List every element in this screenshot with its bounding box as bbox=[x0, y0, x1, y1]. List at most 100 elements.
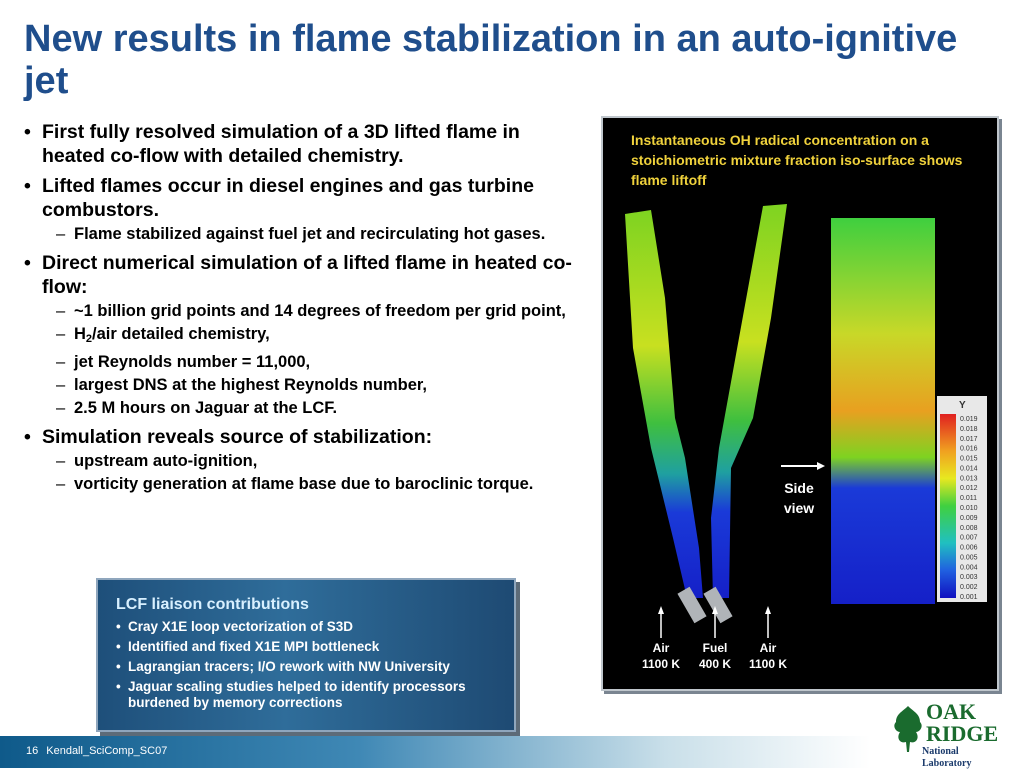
colorbar-tick-label: 0.016 bbox=[960, 446, 978, 453]
inlet-air-right: Air 1100 K bbox=[744, 640, 792, 672]
colorbar-tick-label: 0.014 bbox=[960, 465, 978, 472]
dash-marker: – bbox=[56, 399, 66, 417]
inlet-name: Fuel bbox=[702, 641, 728, 655]
sub-bullet-item: – largest DNS at the highest Reynolds num… bbox=[24, 375, 584, 396]
inlet-fuel: Fuel 400 K bbox=[691, 640, 739, 672]
colorbar-gradient bbox=[940, 414, 956, 598]
sub-bullet-item: – ~1 billion grid points and 14 degrees o… bbox=[24, 301, 584, 322]
slide-title: New results in flame stabilization in an… bbox=[24, 18, 958, 102]
lcf-item-text: Identified and fixed X1E MPI bottleneck bbox=[128, 639, 380, 654]
sub-bullet-item: –2.5 M hours on Jaguar at the LCF. bbox=[24, 398, 584, 419]
colorbar-tick-label: 0.001 bbox=[960, 594, 978, 601]
right-nozzle bbox=[703, 586, 733, 624]
h2-prefix: H bbox=[74, 325, 86, 343]
bullet-text: First fully resolved simulation of a 3D … bbox=[42, 121, 520, 167]
figure-caption: Instantaneous OH radical concentration o… bbox=[631, 132, 963, 188]
colorbar-tick-label: 0.018 bbox=[960, 426, 978, 433]
bullet-text: Simulation reveals source of stabilizati… bbox=[42, 426, 433, 448]
colorbar-tick-label: 0.015 bbox=[960, 456, 978, 463]
colorbar-tick-label: 0.008 bbox=[960, 525, 978, 532]
sub-bullet-item: – jet Reynolds number = 11,000, bbox=[24, 352, 584, 373]
page-number: 16 bbox=[26, 745, 39, 757]
bullet-marker: • bbox=[24, 175, 31, 197]
colorbar-tick-label: 0.006 bbox=[960, 545, 978, 552]
fuel-arrowhead bbox=[712, 606, 718, 614]
sub-bullet-item: – upstream auto-ignition, bbox=[24, 451, 584, 472]
bullet-item: • Lifted flames occur in diesel engines a… bbox=[24, 174, 584, 222]
dash-marker: – bbox=[56, 376, 66, 394]
inlet-temp: 400 K bbox=[698, 657, 732, 671]
inlet-temp: 1100 K bbox=[748, 657, 788, 671]
left-jet-flame bbox=[625, 210, 703, 598]
dash-marker: – bbox=[56, 353, 66, 371]
lcf-item: • Identified and fixed X1E MPI bottleneck bbox=[116, 639, 508, 655]
colorbar-symbol: Y bbox=[959, 400, 966, 411]
flame-visualization: Y 0.019 0.018 0.017 0.016 0.015 0.014 0.013 0.0… bbox=[625, 204, 987, 638]
lcf-item-text: Cray X1E loop vectorization of S3D bbox=[128, 619, 354, 634]
sub-bullet-text: 2.5 M hours on Jaguar at the LCF. bbox=[74, 399, 338, 417]
sub-bullet-text: upstream auto-ignition, bbox=[74, 452, 258, 470]
lcf-item: • Cray X1E loop vectorization of S3D bbox=[116, 619, 508, 635]
lcf-item: • Lagrangian tracers; I/O rework with NW … bbox=[116, 659, 508, 675]
dash-marker: – bbox=[56, 475, 66, 493]
colorbar-tick-label: 0.013 bbox=[960, 475, 978, 482]
oak-leaf-icon bbox=[894, 706, 922, 752]
bullet-marker: • bbox=[116, 679, 121, 694]
bullet-marker: • bbox=[24, 426, 31, 448]
left-nozzle bbox=[677, 586, 707, 624]
dash-marker: – bbox=[56, 302, 66, 320]
colorbar-tick-label: 0.005 bbox=[960, 554, 978, 561]
ornl-logo: OAK RIDGE National Laboratory bbox=[890, 699, 1008, 769]
colorbar-tick-label: 0.004 bbox=[960, 564, 978, 571]
colorbar-tick-label: 0.012 bbox=[960, 485, 978, 492]
bullet-marker: • bbox=[116, 639, 121, 654]
bullet-text: Lifted flames occur in diesel engines an… bbox=[42, 175, 534, 221]
inlet-name: Air bbox=[652, 641, 670, 655]
sub-bullet-text: Flame stabilized against fuel jet and re… bbox=[74, 225, 546, 243]
lcf-item: • Jaguar scaling studies helped to identi… bbox=[116, 679, 508, 711]
bullet-item: • First fully resolved simulation of a 3D… bbox=[24, 120, 584, 168]
air-right-arrowhead bbox=[765, 606, 771, 614]
simulation-figure-panel: Instantaneous OH radical concentration o… bbox=[601, 116, 999, 691]
logo-line3: National Laboratory bbox=[922, 746, 972, 769]
bullet-list: • First fully resolved simulation of a 3D… bbox=[24, 120, 584, 495]
sub-bullet-item: – H2/air detailed chemistry, bbox=[24, 324, 584, 350]
lcf-liaison-box: LCF liaison contributions • Cray X1E loop… bbox=[96, 578, 516, 732]
air-left-arrowhead bbox=[658, 606, 664, 614]
bullet-marker: • bbox=[24, 121, 31, 143]
colorbar-tick-label: 0.019 bbox=[960, 416, 978, 423]
h2-suffix: /air detailed chemistry, bbox=[92, 325, 270, 343]
lcf-item-text: Lagrangian tracers; I/O rework with NW U… bbox=[128, 659, 450, 674]
logo-line1: OAK bbox=[926, 699, 977, 724]
dash-marker: – bbox=[56, 452, 66, 470]
side-view-label: Side view bbox=[783, 480, 815, 516]
bullet-marker: • bbox=[24, 252, 31, 274]
sub-bullet-item: – Flame stabilized against fuel jet and r… bbox=[24, 224, 584, 245]
inlet-air-left: Air 1100 K bbox=[637, 640, 685, 672]
sub-bullet-text: largest DNS at the highest Reynolds numb… bbox=[74, 376, 427, 394]
sub-bullet-item: – vorticity generation at flame base due … bbox=[24, 474, 584, 495]
dash-marker: – bbox=[56, 225, 66, 243]
inlet-name: Air bbox=[759, 641, 777, 655]
sub-bullet-text: vorticity generation at flame base due t… bbox=[74, 475, 534, 493]
footer-bar bbox=[0, 736, 1024, 768]
h2-subscript: 2 bbox=[85, 333, 93, 345]
bullet-item: • Direct numerical simulation of a lifted… bbox=[24, 251, 584, 299]
dash-marker: – bbox=[56, 325, 66, 343]
colorbar-tick-label: 0.002 bbox=[960, 584, 978, 591]
lcf-item-text: Jaguar scaling studies helped to identif… bbox=[128, 679, 466, 710]
colorbar-tick-label: 0.017 bbox=[960, 436, 978, 443]
right-jet-flame bbox=[711, 204, 787, 598]
bullet-marker: • bbox=[116, 619, 121, 634]
colorbar-tick-label: 0.007 bbox=[960, 535, 978, 542]
colorbar-tick-label: 0.010 bbox=[960, 505, 978, 512]
lcf-box-title: LCF liaison contributions bbox=[116, 596, 309, 613]
side-view-arrowhead bbox=[817, 462, 825, 470]
colorbar-tick-label: 0.003 bbox=[960, 574, 978, 581]
colorbar-tick-label: 0.009 bbox=[960, 515, 978, 522]
colorbar-tick-label: 0.011 bbox=[960, 495, 977, 502]
sub-bullet-text: jet Reynolds number = 11,000, bbox=[74, 353, 311, 371]
bullet-marker: • bbox=[116, 659, 121, 674]
sub-bullet-text: ~1 billion grid points and 14 degrees of… bbox=[74, 302, 566, 320]
logo-line2: RIDGE bbox=[926, 721, 999, 746]
